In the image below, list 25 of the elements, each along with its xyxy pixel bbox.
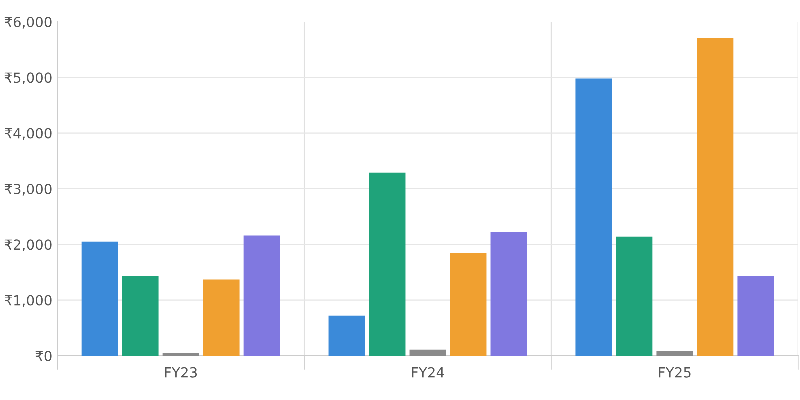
bar xyxy=(328,316,366,356)
bar xyxy=(450,253,487,356)
bar xyxy=(656,350,694,356)
bar xyxy=(738,276,774,356)
bar xyxy=(410,350,446,356)
y-tick-label: ₹5,000 xyxy=(4,72,52,85)
bar xyxy=(616,236,653,356)
y-tick-label: ₹2,000 xyxy=(4,240,52,252)
bar xyxy=(576,78,612,356)
y-tick-label: ₹6,000 xyxy=(4,16,52,29)
bar xyxy=(82,242,118,356)
y-tick-label: ₹0 xyxy=(36,350,52,362)
bar xyxy=(697,38,734,356)
x-tick-label: FY24 xyxy=(412,367,444,378)
x-tick-label: FY23 xyxy=(165,367,198,378)
y-tick-label: ₹4,000 xyxy=(4,128,52,140)
bar xyxy=(244,236,280,356)
bar xyxy=(490,232,528,356)
y-tick-label: ₹1,000 xyxy=(4,295,52,308)
bar xyxy=(203,280,240,356)
bar xyxy=(122,276,159,356)
bar xyxy=(162,352,200,356)
bar xyxy=(369,172,406,356)
y-tick-label: ₹3,000 xyxy=(4,184,52,196)
x-tick-label: FY25 xyxy=(659,367,691,378)
